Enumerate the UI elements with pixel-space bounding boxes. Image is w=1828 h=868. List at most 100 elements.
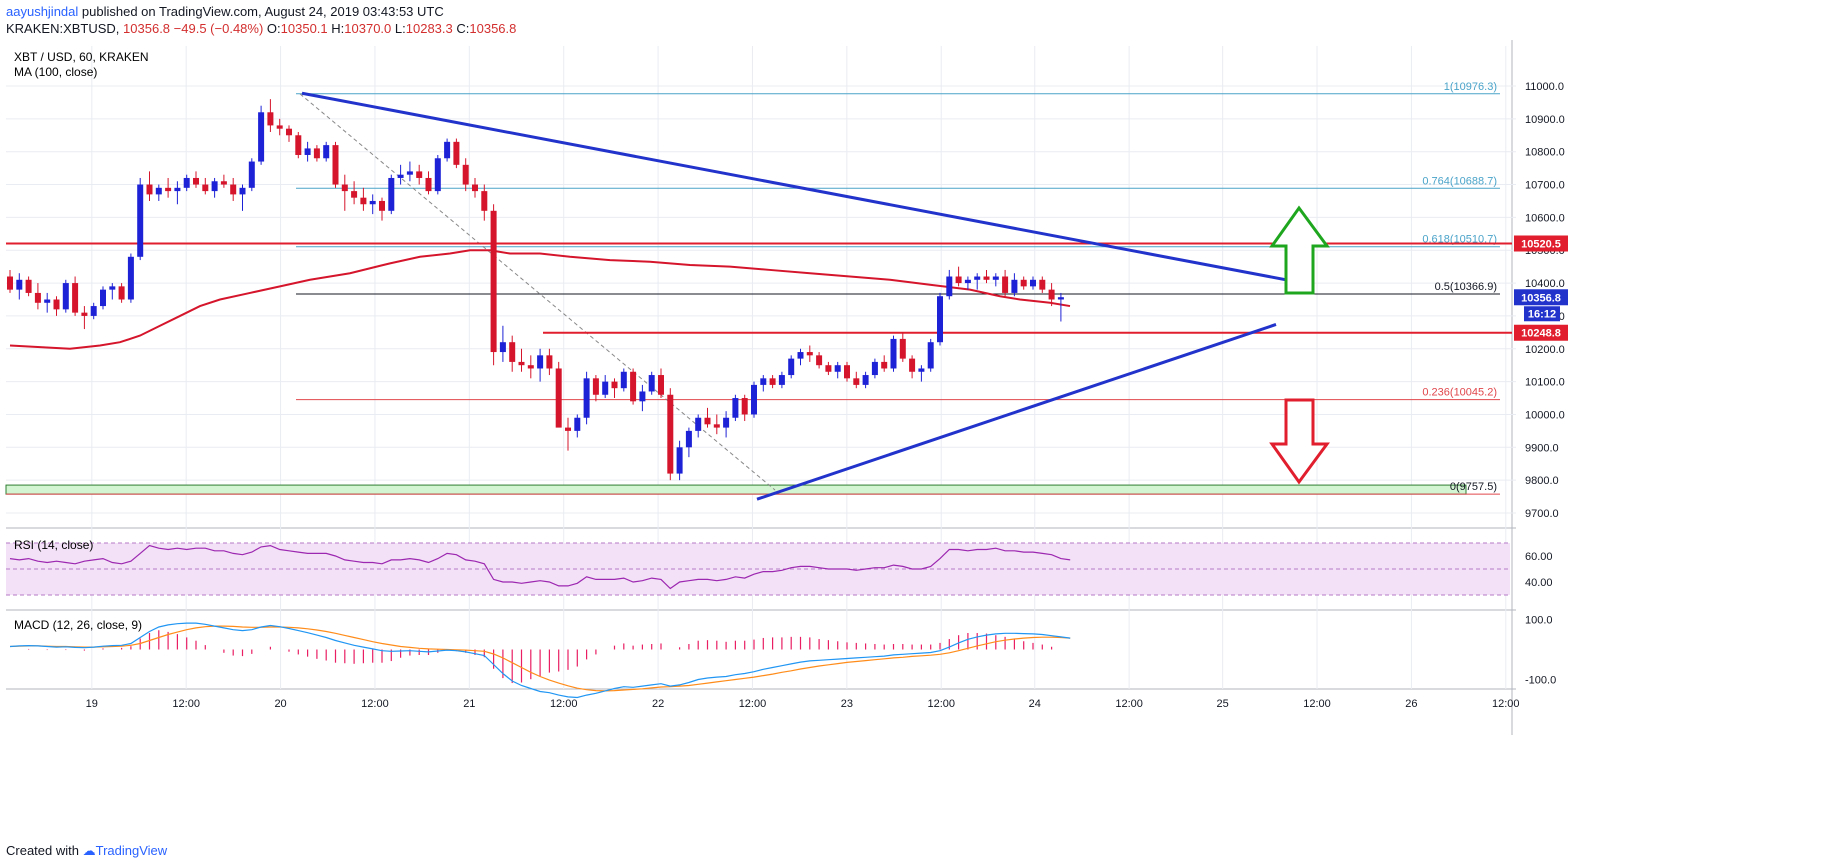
fib-label: 1(10976.3) xyxy=(1444,81,1497,93)
candle-body xyxy=(992,276,999,280)
fib-label: 0.236(10045.2) xyxy=(1422,387,1497,399)
candle-body xyxy=(304,148,311,155)
open-value: 10350.1 xyxy=(280,21,328,36)
candle-body xyxy=(778,375,785,385)
candle-body xyxy=(72,283,79,313)
candle-body xyxy=(388,177,395,211)
countdown-text: 16:12 xyxy=(1528,308,1556,320)
candle-body xyxy=(118,286,125,300)
candle-body xyxy=(258,112,265,162)
candle-body xyxy=(537,355,544,369)
candle-body xyxy=(1002,276,1009,293)
candle-body xyxy=(899,338,906,359)
candle-body xyxy=(881,361,888,369)
candle-body xyxy=(592,378,599,395)
candle-body xyxy=(983,276,990,280)
candle-body xyxy=(146,184,153,195)
candle-body xyxy=(193,177,199,185)
close-value: 10356.8 xyxy=(469,21,517,36)
candle-body xyxy=(239,187,246,195)
candle-body xyxy=(909,358,916,372)
rsi-line xyxy=(9,544,1071,590)
y-tick-label: 11000.0 xyxy=(1525,81,1564,93)
candle-body xyxy=(964,279,971,284)
candle-body xyxy=(1030,279,1036,287)
fib-diagonal xyxy=(299,93,776,491)
macd-pane: 100.0 -100.0 xyxy=(9,615,1556,699)
candle-body xyxy=(332,145,339,185)
macd-tick-label: -100.0 xyxy=(1525,675,1556,687)
candle-body xyxy=(360,197,367,205)
candle-body xyxy=(639,391,646,402)
candle-body xyxy=(611,381,618,389)
arrow-down-icon xyxy=(1269,398,1330,485)
tradingview-logo-icon[interactable]: ☁ xyxy=(82,843,96,858)
x-tick-label: 19 xyxy=(86,698,98,710)
candle-body xyxy=(797,352,804,359)
candle-body xyxy=(341,184,348,192)
candle-body xyxy=(434,158,441,192)
candle-body xyxy=(769,378,776,385)
y-tick-label: 9700.0 xyxy=(1525,508,1559,520)
candle-body xyxy=(323,145,330,159)
x-tick-label: 24 xyxy=(1029,698,1041,710)
candle-body xyxy=(676,447,683,474)
fib-label: 0.5(10366.9) xyxy=(1435,281,1497,293)
high-value: 10370.0 xyxy=(344,21,392,36)
candle-body xyxy=(137,184,144,257)
candle-body xyxy=(602,381,609,395)
candle-body xyxy=(44,299,51,303)
candle-body xyxy=(425,177,432,192)
ascending-trendline xyxy=(756,323,1277,501)
x-tick-label: 21 xyxy=(463,698,475,710)
chart-header: aayushjindal published on TradingView.co… xyxy=(0,0,1828,40)
candle-body xyxy=(518,361,525,366)
level-badge xyxy=(1514,235,1568,252)
rsi-pane: 60.00 40.00 xyxy=(6,542,1553,596)
candles xyxy=(7,99,1064,481)
y-tick-label: 10900.0 xyxy=(1525,114,1565,126)
candle-body xyxy=(713,424,720,428)
candle-body xyxy=(397,174,404,178)
y-tick-label: 10100.0 xyxy=(1525,377,1565,389)
author-link[interactable]: aayushjindal xyxy=(6,4,79,19)
x-tick-label: 26 xyxy=(1405,698,1417,710)
candle-body xyxy=(286,128,292,136)
chart-title: XBT / USD, 60, KRAKEN xyxy=(14,50,149,64)
candle-body xyxy=(853,378,860,385)
level-badge-text: 10520.5 xyxy=(1521,238,1561,250)
candle-body xyxy=(25,279,32,293)
candle-body xyxy=(481,191,488,211)
candle-body xyxy=(658,375,664,395)
candle-body xyxy=(927,342,934,369)
candle-body xyxy=(844,365,850,379)
level-badge-text: 10248.8 xyxy=(1521,328,1561,340)
candle-body xyxy=(816,355,823,366)
price-axis[interactable]: 11000.010900.010800.010700.010600.010500… xyxy=(1514,81,1568,520)
time-axis[interactable]: 19 12:00 20 12:00 21 12:00 22 12:00 23 12:00 24 12:… xyxy=(86,698,1520,710)
candle-body xyxy=(527,365,534,369)
symbol-label: KRAKEN:XBTUSD, xyxy=(6,21,120,36)
candle-body xyxy=(90,306,97,316)
level-badge xyxy=(1514,324,1568,341)
candle-body xyxy=(871,361,878,376)
x-tick-label: 22 xyxy=(652,698,664,710)
rsi-tick-label: 40.00 xyxy=(1525,577,1553,589)
candle-body xyxy=(230,184,237,195)
candle-body xyxy=(741,398,748,415)
candle-body xyxy=(555,368,562,428)
candle-body xyxy=(806,352,813,356)
y-tick-label: 10600.0 xyxy=(1525,212,1565,224)
x-tick-label: 12:00 xyxy=(739,698,767,710)
candle-body xyxy=(751,384,757,415)
candle-body xyxy=(369,200,376,205)
countdown-badge xyxy=(1524,306,1560,322)
chart-area[interactable]: 1(10976.3)0.764(10688.7)0.618(10510.7)0.… xyxy=(0,40,1828,840)
candle-body xyxy=(379,200,385,211)
tradingview-link[interactable]: TradingView xyxy=(95,843,168,858)
candle-body xyxy=(1020,279,1027,287)
open-label: O: xyxy=(266,21,281,36)
candle-body xyxy=(1048,289,1055,300)
x-tick-label: 20 xyxy=(274,698,286,710)
candle-body xyxy=(406,171,413,175)
